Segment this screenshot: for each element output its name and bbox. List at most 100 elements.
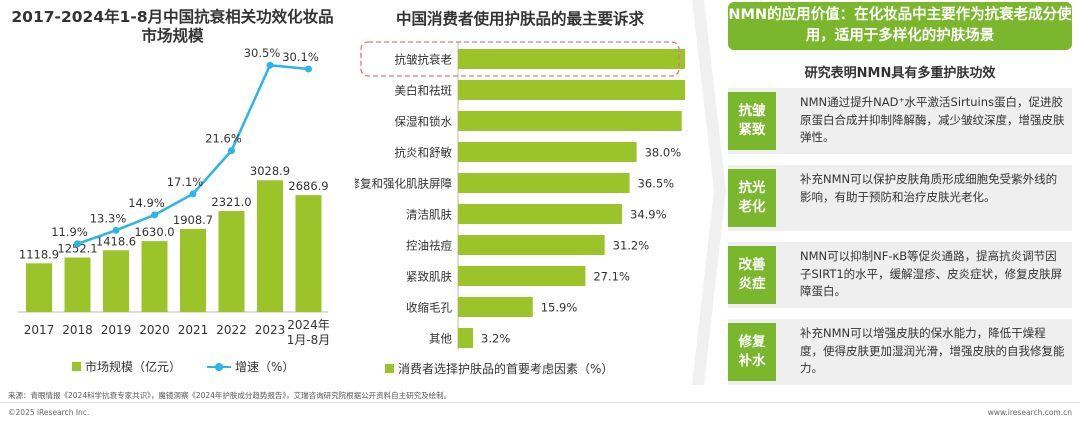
market-size-category-label: 2017 xyxy=(24,323,55,337)
market-size-bar xyxy=(257,180,283,312)
market-size-bar-label: 1252.1 xyxy=(57,242,97,256)
consumer-demand-value-label: 15.9% xyxy=(541,301,578,315)
market-size-chart-svg: 1118.9 2017 1252.1 2018 1418.6 2019 1630.0 2020… xyxy=(18,46,331,347)
consumer-demand-bar xyxy=(458,80,698,100)
consumer-demand-chart-title: 中国消费者使用护肤品的最主要诉求 xyxy=(395,10,644,28)
growth-rate-label: 11.9% xyxy=(51,225,88,239)
chevron-arrow-icon xyxy=(692,0,726,385)
effect-tag: 改善炎症 xyxy=(728,246,776,304)
market-size-bar xyxy=(180,228,206,312)
footer-divider xyxy=(0,402,1080,403)
effect-row-anti-photoaging: 抗光老化 补充NMN可以保护皮肤角质形成细胞免受紫外线的影响，有助于预防和治疗皮… xyxy=(728,165,1072,231)
growth-rate-point xyxy=(305,65,312,73)
consumer-demand-category-label: 控油祛痘 xyxy=(406,239,452,253)
consumer-demand-value-label: 27.1% xyxy=(593,270,630,284)
market-size-category-label: 2018 xyxy=(62,323,93,337)
effect-row-anti-inflammation: 改善炎症 NMN可以抑制NF-κB等促炎通路，提高抗炎调节因子SIRT1的水平，… xyxy=(728,242,1072,308)
growth-rate-point xyxy=(266,61,274,69)
consumer-demand-category-label: 收缩毛孔 xyxy=(406,301,452,315)
consumer-demand-value-label: 36.5% xyxy=(638,177,675,191)
bar-legend-swatch xyxy=(72,362,81,371)
nmn-effects-subtitle: 研究表明NMN具有多重护肤功效 xyxy=(804,66,996,81)
growth-rate-label: 21.6% xyxy=(205,132,242,146)
effect-tag: 修复补水 xyxy=(728,323,776,381)
consumer-demand-bar xyxy=(458,204,623,224)
market-size-bar-label: 2321.0 xyxy=(211,195,251,209)
effect-row-repair-hydrate: 修复补水 补充NMN可以增强皮肤的保水能力，降低干燥程度，使得皮肤更加湿润光滑，… xyxy=(728,319,1072,385)
market-size-category-label: 2020 xyxy=(139,323,170,337)
market-size-bar-label: 2686.9 xyxy=(288,179,328,193)
effect-description: NMN通过提升NAD⁺水平激活Sirtuins蛋白，促进胶原蛋白合成并抑制降解酶… xyxy=(800,95,1065,144)
market-size-bar-label: 1908.7 xyxy=(173,213,213,227)
consumer-demand-category-label: 美白和祛斑 xyxy=(395,84,453,98)
market-size-category-label: 2023 xyxy=(255,323,286,337)
market-size-bar-label: 3028.9 xyxy=(250,164,290,178)
consumer-demand-bar xyxy=(458,49,717,69)
market-size-chart: 2017-2024年1-8月中国抗衰相关功效化妆品市场规模 1118.9 2017… xyxy=(0,0,345,385)
consumer-demand-value-label: 31.2% xyxy=(613,239,650,253)
effect-row-background xyxy=(728,165,1072,231)
market-size-bar-label: 1630.0 xyxy=(134,225,174,239)
highlight-box xyxy=(360,41,680,77)
market-size-bar xyxy=(141,241,168,312)
source-note: 来源：青眼情报《2024科学抗衰专家共识》，魔镜洞察《2024年护肤成分趋势报告… xyxy=(8,391,452,400)
effect-tag: 抗皱紧致 xyxy=(728,92,776,150)
consumer-demand-bar xyxy=(458,173,630,193)
consumer-demand-category-label: 保湿和锁水 xyxy=(395,115,453,129)
market-size-bar-label: 1418.6 xyxy=(96,234,136,248)
effect-row-background xyxy=(728,88,1072,154)
market-size-legend: 市场规模（亿元） 增速（%） xyxy=(72,358,294,375)
growth-rate-label: 14.9% xyxy=(128,196,165,210)
consumer-demand-value-label: 38.0% xyxy=(645,146,682,160)
website-link[interactable]: www.iresearch.com.cn xyxy=(987,408,1072,417)
growth-rate-label: 30.1% xyxy=(282,50,319,64)
growth-rate-point xyxy=(228,147,235,155)
nmn-value-banner: NMN的应用价值：在化妆品中主要作为抗衰老成分使用，适用于多样化的护肤场景 xyxy=(728,2,1072,50)
consumer-demand-category-label: 紧致肌肤 xyxy=(406,270,452,284)
consumer-demand-bar xyxy=(458,142,637,162)
consumer-demand-category-label: 清洁肌肤 xyxy=(406,208,452,222)
effect-description: 补充NMN可以增强皮肤的保水能力，降低干燥程度，使得皮肤更加湿润光滑，增强皮肤的… xyxy=(800,326,1065,375)
effect-row-background xyxy=(728,319,1072,385)
consumer-demand-category-label: 抗炎和舒敏 xyxy=(395,146,453,160)
effect-tag: 抗光老化 xyxy=(728,169,776,227)
market-size-category-label: 2021 xyxy=(178,323,209,337)
effect-description: 补充NMN可以保护皮肤角质形成细胞免受紫外线的影响，有助于预防和治疗皮肤光老化。 xyxy=(800,172,1058,204)
consumer-demand-category-label: 抗皱抗衰老 xyxy=(395,53,453,67)
consumer-demand-bar xyxy=(458,297,533,317)
market-size-bar-label: 1118.9 xyxy=(19,247,59,261)
consumer-demand-bar xyxy=(458,328,474,348)
consumer-demand-bar xyxy=(458,235,605,255)
consumer-legend-label: 消费者选择护肤品的首要考虑因素（%） xyxy=(398,362,614,376)
bar-legend-label: 市场规模（亿元） xyxy=(85,360,182,374)
consumer-demand-value-label: 34.9% xyxy=(630,208,667,222)
consumer-legend-swatch xyxy=(385,364,394,373)
market-size-category-label: 2022 xyxy=(216,323,247,337)
consumer-demand-category-label: 修复和强化肌肤屏障 xyxy=(355,177,452,191)
growth-rate-point xyxy=(112,226,120,234)
consumer-demand-legend: 消费者选择护肤品的首要考虑因素（%） xyxy=(385,360,613,377)
growth-rate-point xyxy=(151,211,158,219)
line-legend-label: 增速（%） xyxy=(235,360,295,374)
market-size-bar xyxy=(218,211,245,312)
market-size-category-label: 2024年 1月-8月 xyxy=(287,318,331,347)
consumer-demand-value-label: 3.2% xyxy=(481,332,510,346)
growth-rate-label: 30.5% xyxy=(244,46,281,60)
line-legend-swatch xyxy=(207,362,232,371)
growth-rate-point xyxy=(189,190,197,198)
growth-rate-point xyxy=(74,240,81,248)
market-size-bar xyxy=(26,263,52,312)
market-size-bar xyxy=(103,250,129,312)
consumer-demand-chart: 中国消费者使用护肤品的最主要诉求 抗皱抗衰老55.1%美白和祛斑51.0%保湿和… xyxy=(349,0,762,385)
consumer-demand-chart-svg: 抗皱抗衰老55.1%美白和祛斑51.0%保湿和锁水47.6%抗炎和舒敏38.0%… xyxy=(349,41,762,350)
consumer-demand-category-label: 其他 xyxy=(429,332,452,346)
growth-rate-label: 17.1% xyxy=(167,175,204,189)
consumer-demand-bar xyxy=(458,266,586,286)
growth-rate-label: 13.3% xyxy=(90,211,127,225)
effect-description: NMN可以抑制NF-κB等促炎通路，提高抗炎调节因子SIRT1的水平，缓解湿疹、… xyxy=(800,249,1063,298)
copyright-text: ©2025 iResearch Inc. xyxy=(8,408,90,417)
market-size-bar xyxy=(64,257,91,312)
effect-row-anti-wrinkle: 抗皱紧致 NMN通过提升NAD⁺水平激活Sirtuins蛋白，促进胶原蛋白合成并… xyxy=(728,88,1072,154)
consumer-demand-bar xyxy=(458,111,682,131)
market-size-category-label: 2019 xyxy=(101,323,132,337)
